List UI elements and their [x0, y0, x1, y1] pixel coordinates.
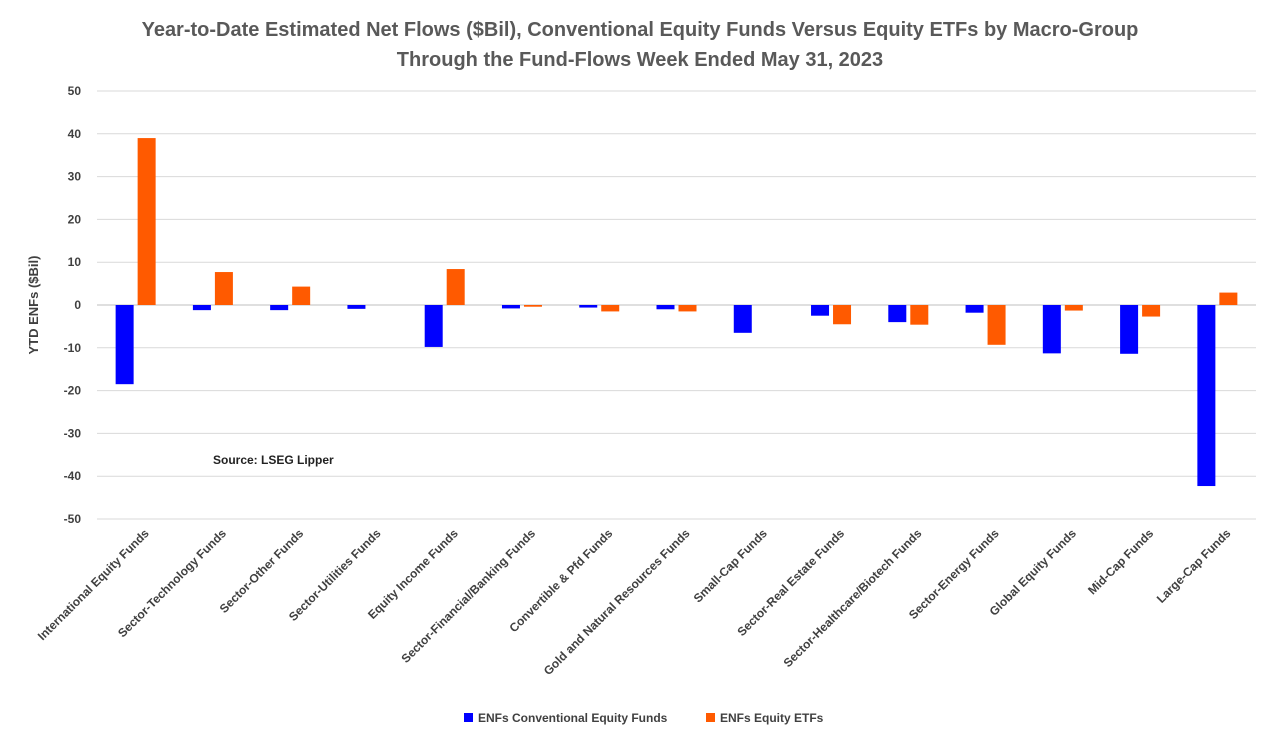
x-category-label: Gold and Natural Resources Funds [541, 526, 693, 678]
gridlines [97, 90, 1256, 520]
y-tick-label: -20 [64, 384, 82, 398]
etf-bar [292, 286, 311, 305]
x-category-label: Sector-Healthcare/Biotech Funds [781, 526, 925, 670]
etf-bar [446, 269, 465, 305]
source-annotation: Source: LSEG Lipper [213, 453, 334, 467]
legend-label: ENFs Conventional Equity Funds [478, 711, 668, 725]
bars [115, 138, 1238, 487]
conventional-fund-bar [115, 305, 134, 385]
y-tick-label: 0 [74, 298, 81, 312]
y-tick-label: -10 [64, 341, 82, 355]
legend: ENFs Conventional Equity Funds ENFs Equit… [464, 711, 824, 725]
y-tick-label: 30 [68, 170, 82, 184]
etf-bar [1219, 292, 1238, 305]
y-tick-label: -50 [64, 512, 82, 526]
etf-bar [214, 272, 233, 305]
conventional-fund-bar [1120, 305, 1139, 354]
conventional-fund-bar [965, 305, 984, 313]
etf-bar [523, 305, 542, 307]
y-tick-label: 40 [68, 127, 82, 141]
y-axis-title: YTD ENFs ($Bil) [26, 256, 41, 355]
conventional-fund-bar [1042, 305, 1061, 354]
y-tick-label: 10 [68, 255, 82, 269]
legend-swatch [464, 713, 473, 722]
conventional-fund-bar [192, 305, 211, 311]
y-tick-label: -30 [64, 426, 82, 440]
conventional-fund-bar [347, 305, 366, 309]
x-category-label: Sector-Other Funds [217, 526, 307, 616]
etf-bar [137, 138, 156, 305]
conventional-fund-bar [888, 305, 907, 323]
x-category-label: Mid-Cap Funds [1085, 526, 1156, 597]
conventional-fund-bar [733, 305, 752, 333]
y-tick-label: -40 [64, 469, 82, 483]
y-axis-ticks: 50 40 30 20 10 0 -10 -20 -30 -40 -50 [64, 84, 82, 526]
etf-bar [987, 305, 1006, 345]
chart-subtitle: Through the Fund-Flows Week Ended May 31… [397, 49, 883, 71]
etf-bar [1064, 305, 1083, 311]
etf-bar [601, 305, 620, 312]
y-tick-label: 50 [68, 84, 82, 98]
conventional-fund-bar [579, 305, 598, 308]
etf-bar [833, 305, 852, 325]
x-category-label: Sector-Financial/Banking Funds [399, 526, 539, 666]
legend-swatch [706, 713, 715, 722]
conventional-fund-bar [1197, 305, 1216, 487]
conventional-fund-bar [656, 305, 675, 310]
y-tick-label: 20 [68, 212, 82, 226]
etf-bar [1142, 305, 1161, 317]
conventional-fund-bar [270, 305, 289, 311]
x-category-label: Small-Cap Funds [691, 526, 770, 605]
legend-label: ENFs Equity ETFs [720, 711, 824, 725]
etf-bar [910, 305, 929, 325]
conventional-fund-bar [811, 305, 830, 316]
chart-title: Year-to-Date Estimated Net Flows ($Bil),… [142, 19, 1139, 41]
x-axis-labels: International Equity FundsSector-Technol… [35, 526, 1234, 678]
etf-bar [678, 305, 697, 312]
conventional-fund-bar [501, 305, 520, 309]
conventional-fund-bar [424, 305, 443, 347]
x-category-label: Large-Cap Funds [1154, 526, 1234, 606]
x-category-label: Global Equity Funds [987, 526, 1080, 619]
